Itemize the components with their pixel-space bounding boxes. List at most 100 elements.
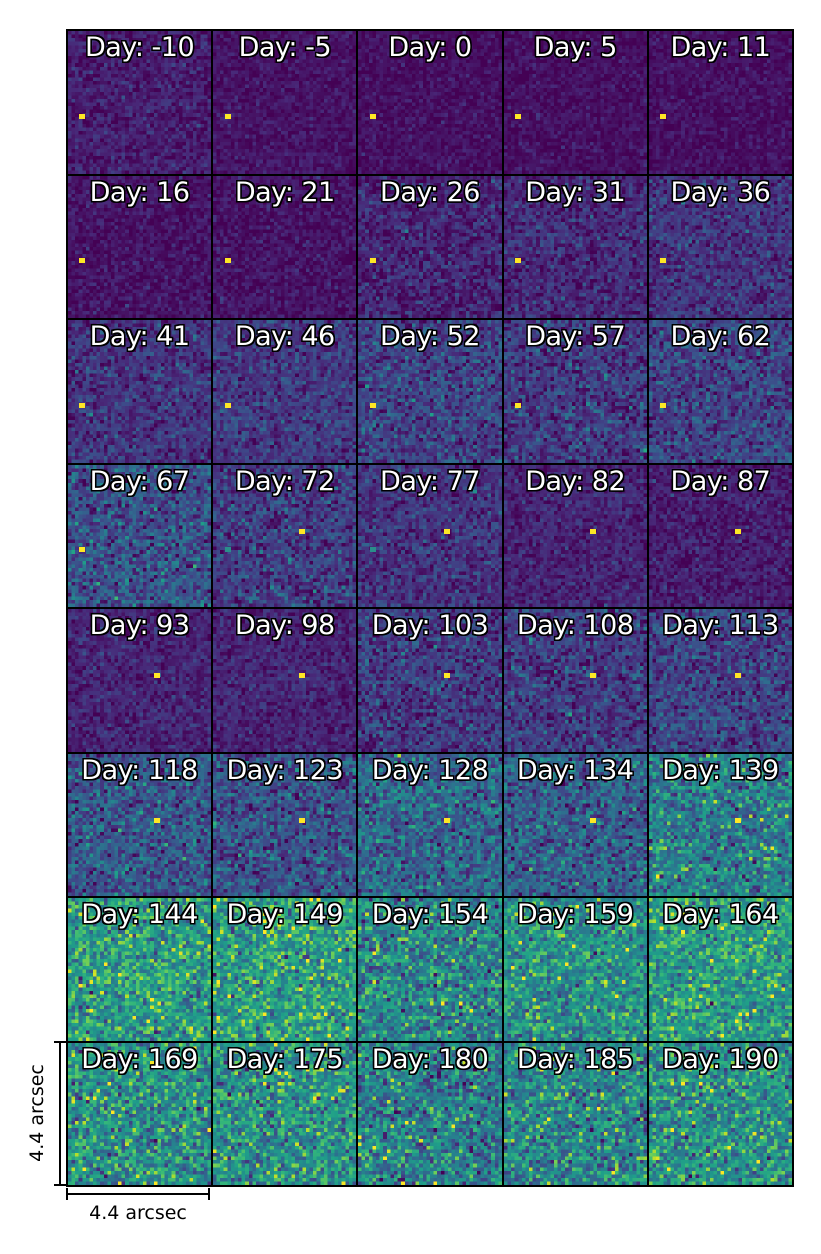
image-panel: Day: 169 <box>68 1042 212 1185</box>
point-source-marker <box>79 547 86 553</box>
image-panel: Day: 31 <box>503 175 647 318</box>
image-panel-pixels <box>213 753 357 896</box>
image-panel-pixels <box>648 753 792 896</box>
horizontal-scalebar <box>66 1188 210 1200</box>
point-source-marker <box>299 673 306 679</box>
horizontal-scalebar-label: 4.4 arcsec <box>89 1202 187 1224</box>
panel-day-label: Day: 180 <box>371 1043 489 1075</box>
point-source-marker <box>444 673 451 679</box>
vertical-scalebar-cap-bottom <box>54 1184 66 1186</box>
image-panel-pixels <box>68 753 212 896</box>
point-source-marker <box>224 258 231 264</box>
panel-day-label: Day: 93 <box>89 610 190 641</box>
image-panel-pixels <box>358 464 502 607</box>
panel-day-label: Day: 175 <box>226 1043 344 1075</box>
image-panel: Day: 128 <box>358 753 502 896</box>
point-source-marker <box>224 547 231 553</box>
panel-day-label: Day: 190 <box>662 1043 779 1075</box>
panel-day-label: Day: 144 <box>81 899 198 930</box>
image-panel-pixels <box>358 175 502 318</box>
point-source-marker <box>515 402 522 408</box>
image-panel: Day: 123 <box>213 753 357 896</box>
panel-day-label: Day: 118 <box>81 754 198 786</box>
point-source-marker <box>224 402 231 408</box>
image-panel-pixels <box>358 898 502 1041</box>
image-panel: Day: 77 <box>358 464 502 607</box>
image-panel: Day: 0 <box>358 31 502 174</box>
point-source-marker <box>444 528 451 534</box>
image-panel-pixels <box>213 175 357 318</box>
image-panel: Day: 21 <box>213 175 357 318</box>
image-panel: Day: 93 <box>68 609 212 752</box>
image-panel-pixels <box>68 31 212 174</box>
panel-day-label: Day: 149 <box>226 899 344 930</box>
image-panel-pixels <box>68 175 212 318</box>
horizontal-scalebar-cap-left <box>66 1188 68 1200</box>
point-source-marker <box>589 673 596 679</box>
image-panel-pixels <box>503 464 647 607</box>
image-panel-pixels <box>503 609 647 752</box>
point-source-marker <box>660 402 667 408</box>
image-panel: Day: 149 <box>213 898 357 1041</box>
image-panel: Day: 134 <box>503 753 647 896</box>
image-panel: Day: 5 <box>503 31 647 174</box>
point-source-marker <box>369 113 376 119</box>
image-panel-pixels <box>648 31 792 174</box>
panel-day-label: Day: 26 <box>380 176 480 208</box>
panel-grid: Day: -10 Day: -5 Day: 0 Day: 5 Day: 11 Day: 1… <box>66 29 794 1187</box>
image-panel: Day: 144 <box>68 898 212 1041</box>
point-source-marker <box>369 547 376 553</box>
image-panel: Day: 185 <box>503 1042 647 1185</box>
panel-day-label: Day: 57 <box>525 321 626 352</box>
image-panel-pixels <box>213 1042 357 1185</box>
panel-day-label: Day: 128 <box>371 754 489 786</box>
image-panel-pixels <box>213 464 357 607</box>
horizontal-scalebar-line <box>66 1193 210 1195</box>
point-source-marker <box>444 817 451 823</box>
image-panel-pixels <box>358 31 502 174</box>
point-source-marker <box>734 528 741 534</box>
image-panel-pixels <box>358 609 502 752</box>
image-panel-pixels <box>213 320 357 463</box>
image-panel-pixels <box>68 320 212 463</box>
image-panel-pixels <box>503 175 647 318</box>
image-panel: Day: 190 <box>648 1042 792 1185</box>
point-source-marker <box>153 817 160 823</box>
point-source-marker <box>660 113 667 119</box>
panel-day-label: Day: 46 <box>234 321 335 352</box>
panel-day-label: Day: 159 <box>516 899 634 930</box>
image-panel: Day: 108 <box>503 609 647 752</box>
image-panel: Day: 41 <box>68 320 212 463</box>
image-panel: Day: 139 <box>648 753 792 896</box>
image-panel: Day: -10 <box>68 31 212 174</box>
image-panel-pixels <box>648 609 792 752</box>
image-panel-pixels <box>503 31 647 174</box>
image-panel-pixels <box>358 1042 502 1185</box>
image-panel: Day: 46 <box>213 320 357 463</box>
image-panel: Day: 118 <box>68 753 212 896</box>
panel-day-label: Day: 21 <box>234 176 335 208</box>
panel-day-label: Day: 98 <box>234 610 335 641</box>
panel-day-label: Day: 52 <box>380 321 480 352</box>
image-panel: Day: 180 <box>358 1042 502 1185</box>
image-panel: Day: 26 <box>358 175 502 318</box>
image-panel-pixels <box>68 609 212 752</box>
point-source-marker <box>515 258 522 264</box>
image-panel-pixels <box>68 898 212 1041</box>
panel-day-label: Day: 154 <box>371 899 489 930</box>
panel-day-label: Day: 139 <box>662 754 779 786</box>
panel-day-label: Day: 62 <box>670 321 771 352</box>
panel-day-label: Day: 36 <box>670 176 771 208</box>
image-panel: Day: 82 <box>503 464 647 607</box>
panel-day-label: Day: 82 <box>525 465 626 497</box>
point-source-marker <box>589 817 596 823</box>
point-source-marker <box>79 258 86 264</box>
image-panel: Day: 103 <box>358 609 502 752</box>
image-panel-pixels <box>68 1042 212 1185</box>
image-panel-pixels <box>213 898 357 1041</box>
image-panel-pixels <box>648 175 792 318</box>
point-source-marker <box>734 673 741 679</box>
panel-day-label: Day: -10 <box>85 32 195 63</box>
image-panel: Day: 154 <box>358 898 502 1041</box>
